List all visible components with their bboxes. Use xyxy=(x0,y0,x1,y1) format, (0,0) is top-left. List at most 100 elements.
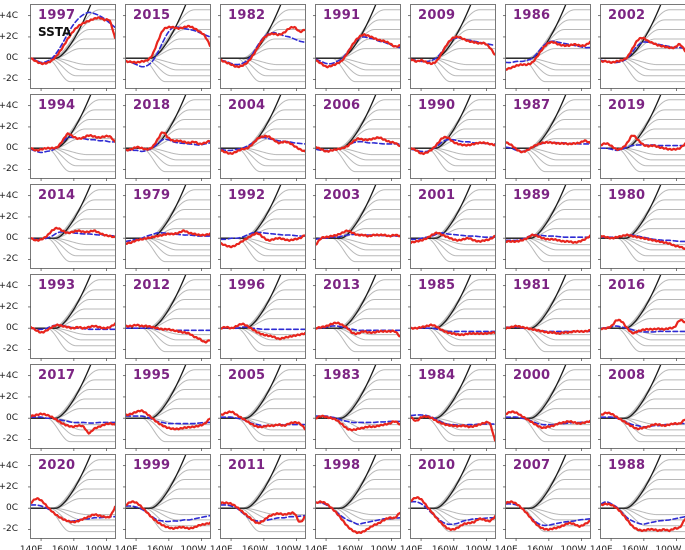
curves-group xyxy=(126,95,210,173)
tick-marks xyxy=(313,15,392,91)
chart-canvas xyxy=(598,5,685,91)
x-tick-label: 160W xyxy=(526,545,553,550)
chart-canvas xyxy=(408,185,495,271)
y-tick-label: 0C xyxy=(5,143,18,154)
x-axis-label-cell: 140E 160W 100W xyxy=(494,544,587,550)
chart-canvas xyxy=(123,455,210,541)
tick-marks xyxy=(123,105,202,181)
curves-group xyxy=(221,275,305,353)
year-label: 2004 xyxy=(228,98,266,113)
tick-marks xyxy=(313,105,392,181)
chart-canvas xyxy=(28,185,115,271)
y-tick-label: +4C xyxy=(0,100,18,111)
tick-marks xyxy=(218,195,297,271)
chart-canvas xyxy=(313,365,400,451)
year-panel-1991: 1991 xyxy=(313,4,401,91)
y-tick-label: +2C xyxy=(0,31,18,42)
y-tick-label: +4C xyxy=(0,190,18,201)
curves-group xyxy=(411,5,495,83)
curves-group xyxy=(601,455,685,533)
curves-group xyxy=(31,185,115,263)
x-tick-label: 140E xyxy=(494,545,518,550)
year-label: 1996 xyxy=(228,278,266,293)
year-panel-1995: 1995 xyxy=(123,364,211,451)
y-tick-label: +2C xyxy=(0,301,18,312)
curves-group xyxy=(126,365,210,443)
y-axis-gutter: +4C +2C 0C -2C xyxy=(0,274,21,359)
y-axis-gutter: +4C +2C 0C -2C xyxy=(0,184,21,269)
year-label: 1990 xyxy=(418,98,456,113)
tick-marks xyxy=(408,375,487,451)
tick-marks xyxy=(408,195,487,271)
year-panel-1988: 1988 xyxy=(598,454,685,541)
chart-canvas xyxy=(218,95,305,181)
curves-group xyxy=(126,455,210,533)
year-panel-2020: 2020 xyxy=(28,454,116,541)
x-axis-label-cell: 140E 160W 100W xyxy=(589,544,682,550)
year-panel-2017: 2017 xyxy=(28,364,116,451)
y-axis-gutter: +4C +2C 0C -2C xyxy=(0,454,21,539)
tick-marks xyxy=(598,195,677,271)
chart-canvas xyxy=(313,275,400,361)
curves-group xyxy=(411,275,495,353)
tick-marks xyxy=(218,15,297,91)
y-tick-label: +2C xyxy=(0,121,18,132)
x-tick-label: 140E xyxy=(399,545,423,550)
year-panel-2004: 2004 xyxy=(218,94,306,181)
year-panel-1998: 1998 xyxy=(313,454,401,541)
curves-group xyxy=(31,95,115,173)
x-tick-label: 100W xyxy=(275,545,302,550)
x-tick-label: 100W xyxy=(370,545,397,550)
curves-group xyxy=(126,185,210,263)
year-label: 2009 xyxy=(418,8,456,23)
year-label: 1988 xyxy=(608,458,646,473)
year-label: 2002 xyxy=(608,8,646,23)
curves-group xyxy=(506,275,590,353)
curves-group xyxy=(506,455,590,533)
series-name-label: SSTA xyxy=(38,25,72,39)
y-tick-label: +2C xyxy=(0,391,18,402)
chart-canvas xyxy=(503,455,590,541)
year-label: 2018 xyxy=(133,98,171,113)
year-label: 2006 xyxy=(323,98,361,113)
tick-marks xyxy=(408,465,487,541)
tick-marks xyxy=(28,465,107,541)
curves-group xyxy=(316,95,400,173)
year-panel-2015: 2015 xyxy=(123,4,211,91)
y-tick-label: 0C xyxy=(5,233,18,244)
x-axis-label-cell: 140E 160W 100W xyxy=(399,544,492,550)
y-tick-label: -2C xyxy=(2,524,18,535)
chart-canvas xyxy=(28,95,115,181)
x-tick-label: 140E xyxy=(589,545,613,550)
tick-marks xyxy=(598,105,677,181)
chart-canvas xyxy=(218,275,305,361)
tick-marks xyxy=(503,105,582,181)
panel-row-1: +4C +2C 0C -2C 1997 SSTA 2015 1982 1991 2009 1986 2… xyxy=(0,4,685,91)
year-label: 1991 xyxy=(323,8,361,23)
chart-canvas xyxy=(28,365,115,451)
y-tick-label: +4C xyxy=(0,370,18,381)
tick-marks xyxy=(503,195,582,271)
chart-canvas xyxy=(313,5,400,91)
year-panel-2000: 2000 xyxy=(503,364,591,451)
year-label: 1985 xyxy=(418,278,456,293)
year-label: 1989 xyxy=(513,188,551,203)
chart-canvas xyxy=(598,455,685,541)
chart-canvas xyxy=(123,365,210,451)
year-panel-1979: 1979 xyxy=(123,184,211,271)
year-panel-1994: 1994 xyxy=(28,94,116,181)
year-panel-1989: 1989 xyxy=(503,184,591,271)
tick-marks xyxy=(598,285,677,361)
year-panel-1987: 1987 xyxy=(503,94,591,181)
y-tick-label: -2C xyxy=(2,254,18,265)
year-panel-1981: 1981 xyxy=(503,274,591,361)
x-tick-label: 100W xyxy=(655,545,682,550)
year-label: 2019 xyxy=(608,98,646,113)
year-label: 2012 xyxy=(133,278,171,293)
y-tick-label: +2C xyxy=(0,211,18,222)
curves-group xyxy=(411,455,495,533)
tick-marks xyxy=(503,375,582,451)
curves-group xyxy=(316,365,400,443)
tick-marks xyxy=(123,195,202,271)
curves-group xyxy=(316,185,400,263)
